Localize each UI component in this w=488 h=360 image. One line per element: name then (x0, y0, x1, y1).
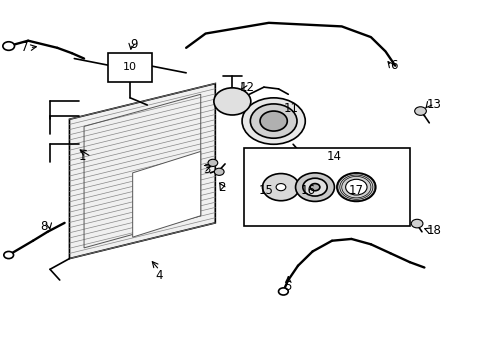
Text: 5: 5 (284, 280, 291, 293)
Text: 13: 13 (426, 99, 441, 112)
Text: 1: 1 (79, 150, 86, 163)
Circle shape (213, 88, 250, 115)
Text: 10: 10 (123, 63, 137, 72)
Circle shape (242, 98, 305, 144)
Circle shape (214, 168, 224, 175)
Text: 8: 8 (40, 220, 47, 233)
Circle shape (276, 184, 285, 191)
Circle shape (345, 179, 366, 195)
Text: 14: 14 (326, 150, 342, 163)
Text: 17: 17 (348, 184, 363, 197)
Text: 6: 6 (389, 59, 397, 72)
Circle shape (250, 104, 296, 138)
Circle shape (295, 173, 334, 202)
Circle shape (302, 178, 326, 196)
Text: 11: 11 (283, 102, 298, 115)
Circle shape (262, 174, 299, 201)
Polygon shape (132, 152, 201, 237)
Text: 15: 15 (259, 184, 273, 197)
Circle shape (207, 159, 217, 166)
Text: 3: 3 (203, 163, 210, 176)
Text: 2: 2 (217, 181, 225, 194)
Circle shape (4, 251, 14, 258)
Circle shape (3, 42, 15, 50)
Circle shape (336, 173, 375, 202)
Polygon shape (69, 84, 215, 258)
Circle shape (309, 184, 319, 191)
Circle shape (260, 111, 287, 131)
Circle shape (414, 107, 426, 115)
Text: 9: 9 (130, 38, 138, 51)
Text: 18: 18 (426, 224, 441, 237)
Text: 16: 16 (300, 184, 315, 197)
Text: 7: 7 (20, 41, 28, 54)
Circle shape (410, 219, 422, 228)
FancyBboxPatch shape (108, 53, 152, 82)
Text: 4: 4 (155, 269, 163, 282)
Circle shape (278, 288, 287, 295)
Text: 12: 12 (239, 81, 254, 94)
FancyBboxPatch shape (244, 148, 409, 226)
